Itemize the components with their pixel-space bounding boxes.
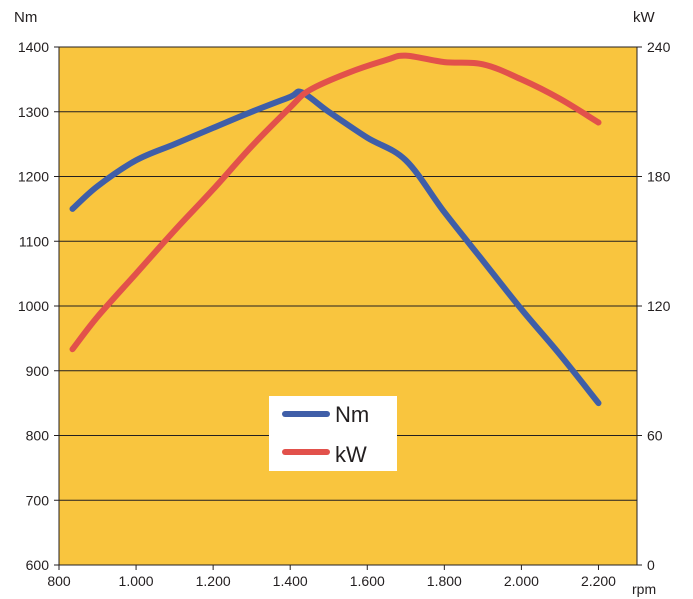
x-tick-label: 2.200 xyxy=(581,573,616,589)
y-left-tick-label: 700 xyxy=(26,492,50,508)
legend-label-kw: kW xyxy=(335,442,367,467)
left-axis-unit-label: Nm xyxy=(14,9,37,26)
x-tick-label: 1.800 xyxy=(427,573,462,589)
x-tick-label: 1.400 xyxy=(273,573,308,589)
series-line-nm xyxy=(69,88,602,407)
y-right-tick-label: 0 xyxy=(647,557,655,573)
tick-labels: 600 700 800 900 1000 1100 1200 1300 1400 0 60 120 18… xyxy=(18,39,671,589)
y-left-tick-label: 1000 xyxy=(18,298,49,314)
y-left-tick-label: 900 xyxy=(26,363,50,379)
y-left-tick-label: 1300 xyxy=(18,104,49,120)
x-tick-label: 2.000 xyxy=(504,573,539,589)
y-left-tick-label: 600 xyxy=(26,557,50,573)
y-right-tick-label: 120 xyxy=(647,298,671,314)
y-right-tick-label: 240 xyxy=(647,39,671,55)
legend-box xyxy=(269,396,397,471)
x-tick-label: 1.000 xyxy=(119,573,154,589)
right-axis-unit-label: kW xyxy=(633,9,656,26)
y-right-tick-label: 60 xyxy=(647,428,663,444)
x-tick-label: 1.200 xyxy=(196,573,231,589)
series-layer xyxy=(69,52,602,407)
x-tick-label: 1.600 xyxy=(350,573,385,589)
legend: Nm kW xyxy=(269,396,397,471)
y-left-tick-label: 1400 xyxy=(18,39,49,55)
y-left-tick-label: 1200 xyxy=(18,169,49,185)
x-tick-label: 800 xyxy=(47,573,71,589)
y-right-tick-label: 180 xyxy=(647,169,671,185)
series-line-kw xyxy=(69,52,602,353)
legend-label-nm: Nm xyxy=(335,402,369,427)
y-left-tick-label: 800 xyxy=(26,428,50,444)
y-left-tick-label: 1100 xyxy=(19,233,49,249)
x-axis-unit-label: rpm xyxy=(632,581,656,597)
